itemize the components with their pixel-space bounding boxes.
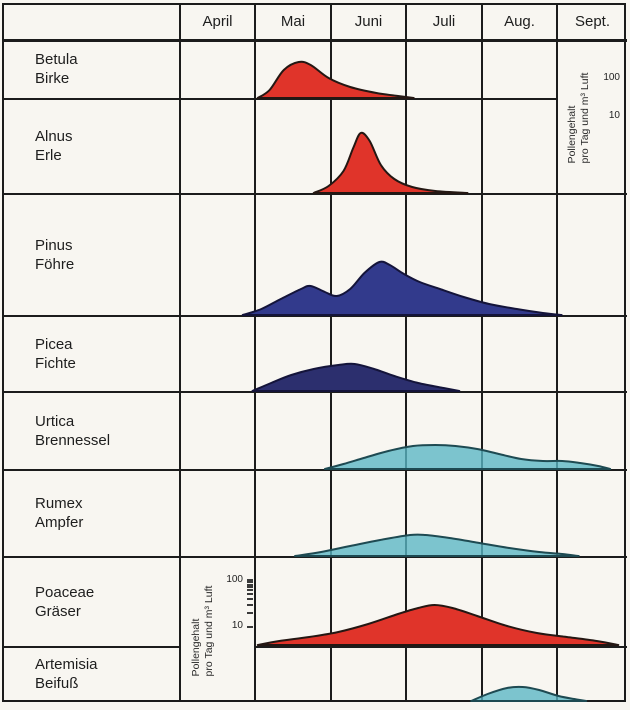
german-name: Beifuß [35,675,79,692]
curve-rumex [294,533,580,557]
month-header-aug: Aug. [504,13,535,30]
month-header-sept: Sept. [574,13,611,30]
log-tick-ladder [245,579,254,629]
german-name: Fichte [35,354,76,372]
row-label-artemisia: Artemisia Beifuß [4,648,176,700]
log-minor-tick [247,598,253,600]
row-label-betula: Betula Birke [4,40,176,98]
latin-name: Alnus [35,128,73,145]
row-label-picea: Picea Fichte [4,316,176,391]
german-name: Ampfer [35,514,84,531]
curve-pinus [241,260,563,316]
curve-poaceae [256,604,620,646]
latin-name: Rumex [35,495,83,512]
month-header-juli: Juli [432,13,456,30]
axis-left-label: Pollengehalt pro Tag und m³ Luft [190,585,215,677]
curve-alnus [312,131,469,194]
log-minor-tick [247,589,253,591]
grid-line [330,3,332,702]
grid-line [481,3,483,702]
axis-right-tick-100: 100 [603,72,620,83]
log-minor-tick [247,604,253,606]
row-label-pinus: Pinus Föhre [4,194,176,315]
chart-border [2,3,626,702]
curve-picea [251,362,461,392]
log-minor-tick [247,584,253,586]
log-minor-tick [247,612,253,614]
latin-name: Betula [35,51,78,68]
axis-left-tick-10: 10 [231,620,243,631]
month-header-mai: Mai [280,13,306,30]
log-minor-tick [247,626,253,628]
german-name: Erle [35,147,62,164]
latin-name: Pinus [35,236,73,254]
log-minor-tick [247,579,253,581]
latin-name: Poaceae [35,584,95,601]
curve-urtica [323,444,612,470]
axis-right-label: Pollengehalt pro Tag und m³ Luft [566,72,591,164]
axis-left-tick-100: 100 [226,574,243,585]
german-name: Brennessel [35,431,111,449]
german-name: Birke [35,70,70,87]
log-minor-tick [247,581,253,583]
grid-line [405,3,407,702]
german-name: Gräser [35,603,81,620]
axis-right-tick-10: 10 [608,110,620,121]
latin-name: Artemisia [35,656,98,673]
log-minor-tick [247,593,253,595]
curve-betula [256,60,415,99]
month-header-april: April [202,13,233,30]
row-label-urtica: Urtica Brennessel [4,392,176,469]
row-label-rumex: Rumex Ampfer [4,470,176,556]
grid-line [3,469,627,471]
month-header-juni: Juni [354,13,383,30]
grid-line [3,39,627,42]
german-name: Föhre [35,255,75,273]
grid-line [3,646,180,648]
grid-line [179,3,181,702]
row-label-poaceae: Poaceae Gräser [4,558,176,646]
grid-line [254,3,256,702]
log-minor-tick [247,586,253,588]
grid-line [556,3,558,702]
curve-artemisia [470,685,588,702]
row-label-alnus: Alnus Erle [4,99,176,193]
grid-line [255,646,627,648]
latin-name: Urtica [35,412,75,430]
latin-name: Picea [35,335,73,353]
